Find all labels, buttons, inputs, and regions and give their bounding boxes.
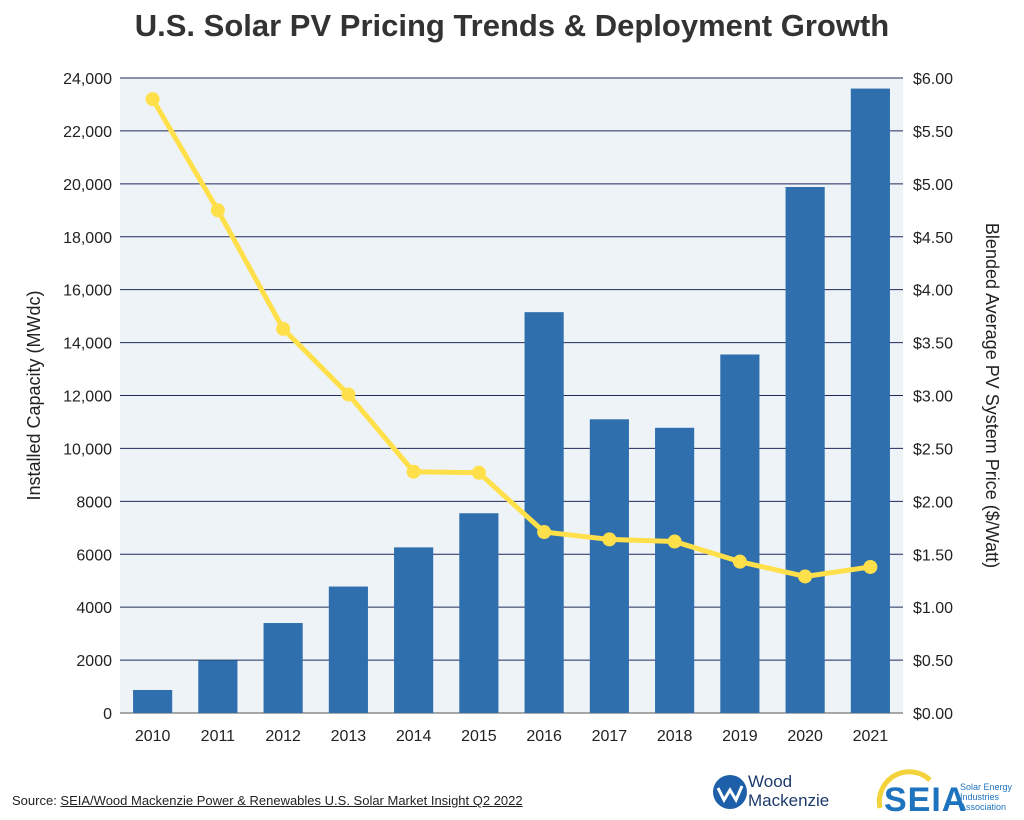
y2-tick-label: $2.50	[913, 441, 953, 458]
x-tick-label: 2017	[592, 728, 628, 745]
y2-tick-label: $0.00	[913, 706, 953, 723]
y2-tick-label: $6.00	[913, 71, 953, 88]
y2-tick-label: $1.00	[913, 600, 953, 617]
bar	[133, 689, 173, 713]
y-tick-label: 20,000	[63, 177, 112, 194]
seia-sun-arc-icon	[876, 769, 932, 809]
x-tick-label: 2020	[787, 728, 823, 745]
y2-tick-label: $4.00	[913, 283, 953, 300]
x-axis-ticks: 2010 2011 2012 2013 2014 2015 2016 2017 2018 2019…	[135, 728, 888, 745]
bar	[785, 187, 825, 714]
right-axis-label: Blended Average PV System Price ($/Watt)	[982, 223, 1002, 568]
x-tick-label: 2013	[331, 728, 367, 745]
y-tick-label: 12,000	[63, 389, 112, 406]
price-point	[471, 465, 486, 480]
x-tick-label: 2019	[722, 728, 758, 745]
bar	[263, 623, 303, 713]
x-tick-label: 2015	[461, 728, 497, 745]
bar	[524, 312, 564, 713]
source-note: Source: SEIA/Wood Mackenzie Power & Rene…	[12, 793, 523, 808]
bar	[394, 547, 434, 713]
x-tick-label: 2021	[853, 728, 889, 745]
y2-tick-label: $0.50	[913, 653, 953, 670]
x-tick-label: 2016	[526, 728, 562, 745]
price-point	[732, 554, 747, 569]
chart-title: U.S. Solar PV Pricing Trends & Deploymen…	[134, 8, 890, 43]
y-tick-label: 24,000	[63, 71, 112, 88]
y-tick-label: 2000	[76, 653, 112, 670]
x-tick-label: 2018	[657, 728, 693, 745]
y2-tick-label: $1.50	[913, 547, 953, 564]
x-tick-label: 2014	[396, 728, 432, 745]
y2-tick-label: $4.50	[913, 230, 953, 247]
line-series	[145, 92, 878, 584]
bar	[328, 586, 368, 713]
bar	[198, 660, 238, 713]
price-point	[602, 532, 617, 547]
y2-tick-label: $3.50	[913, 336, 953, 353]
x-tick-label: 2010	[135, 728, 171, 745]
y-tick-label: 16,000	[63, 283, 112, 300]
wood-mackenzie-line2: Mackenzie	[748, 791, 830, 810]
bar-series	[133, 88, 890, 714]
wood-mackenzie-line1: Wood	[748, 772, 793, 791]
price-point	[667, 534, 682, 549]
x-tick-label: 2011	[201, 728, 236, 745]
wood-mackenzie-logo: Wood Mackenzie	[748, 772, 829, 810]
price-point	[210, 203, 225, 218]
y-tick-label: 4000	[76, 600, 112, 617]
bar	[459, 513, 499, 713]
y2-tick-label: $2.00	[913, 494, 953, 511]
source-prefix: Source:	[12, 793, 61, 808]
y-tick-label: 18,000	[63, 230, 112, 247]
y-tick-label: 8000	[76, 494, 112, 511]
y-tick-label: 0	[103, 706, 112, 723]
source-link[interactable]: SEIA/Wood Mackenzie Power & Renewables U…	[60, 793, 523, 808]
price-point	[276, 321, 291, 336]
price-point	[145, 92, 160, 107]
price-point	[863, 559, 878, 574]
y2-tick-label: $5.50	[913, 124, 953, 141]
price-point	[537, 525, 552, 540]
seia-logo-text: SEIA	[884, 781, 968, 819]
y-tick-label: 10,000	[63, 441, 112, 458]
x-tick-label: 2012	[265, 728, 301, 745]
wood-mackenzie-logo-icon	[713, 775, 747, 809]
price-point	[406, 464, 421, 479]
y2-tick-label: $3.00	[913, 389, 953, 406]
left-axis-label: Installed Capacity (MWdc)	[24, 290, 44, 500]
y2-tick-label: $5.00	[913, 177, 953, 194]
bar	[720, 354, 760, 713]
bar	[655, 427, 695, 713]
y-tick-label: 22,000	[63, 124, 112, 141]
bar	[589, 419, 629, 713]
price-point	[341, 387, 356, 402]
y-tick-label: 14,000	[63, 336, 112, 353]
gridlines	[120, 77, 903, 714]
right-axis-ticks: $0.00 $0.50 $1.00 $1.50 $2.00 $2.50 $3.00 $3.50…	[913, 71, 953, 723]
price-line	[150, 97, 871, 579]
bar	[850, 88, 890, 714]
seia-logo-subtext: Solar Energy Industries Association	[960, 782, 1013, 812]
y-tick-label: 6000	[76, 547, 112, 564]
price-point	[798, 569, 813, 584]
left-axis-ticks: 0 2000 4000 6000 8000 10,000 12,000 14,000 16,00…	[63, 71, 112, 723]
